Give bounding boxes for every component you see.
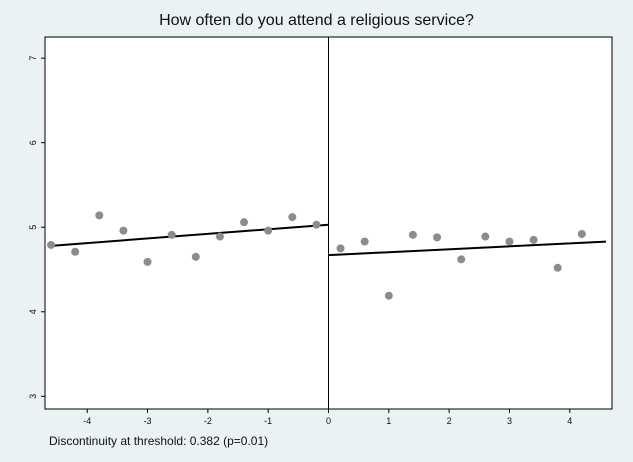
x-tick-label: 2 — [447, 416, 452, 426]
data-point — [336, 244, 345, 253]
y-axis: 3 4 5 6 7 — [28, 56, 45, 399]
data-point — [264, 226, 273, 235]
data-point — [167, 230, 176, 239]
data-point — [191, 252, 200, 261]
y-tick-label: 4 — [28, 309, 38, 314]
data-point — [360, 237, 369, 246]
fit-lines — [50, 223, 607, 257]
data-point — [408, 230, 417, 239]
data-point — [71, 247, 80, 256]
y-tick-label: 3 — [28, 394, 38, 399]
data-point — [457, 255, 466, 264]
y-tick-label: 6 — [28, 140, 38, 145]
data-point — [529, 235, 538, 244]
x-tick-label: -2 — [204, 416, 212, 426]
discontinuity-note: Discontinuity at threshold: 0.382 (p=0.0… — [49, 434, 269, 448]
data-point — [288, 213, 297, 222]
x-tick-label: 1 — [386, 416, 391, 426]
data-point — [143, 257, 152, 266]
y-tick-label: 5 — [28, 225, 38, 230]
data-point — [47, 240, 56, 249]
x-tick-label: -3 — [144, 416, 152, 426]
data-point — [215, 232, 224, 241]
data-point — [240, 218, 249, 227]
data-point — [95, 211, 104, 220]
data-point — [119, 226, 128, 235]
fit-line — [328, 240, 607, 257]
x-tick-label: -1 — [264, 416, 272, 426]
data-point — [312, 220, 321, 229]
data-point — [553, 263, 562, 272]
data-point — [384, 291, 393, 300]
x-axis: -4 -3 -2 -1 0 1 2 3 4 — [83, 409, 572, 426]
x-tick-label: -4 — [83, 416, 91, 426]
x-tick-label: 3 — [507, 416, 512, 426]
x-tick-label: 4 — [567, 416, 572, 426]
chart-title: How often do you attend a religious serv… — [159, 12, 474, 29]
data-point — [433, 233, 442, 242]
data-point — [577, 229, 586, 238]
y-tick-label: 7 — [28, 56, 38, 61]
fit-line — [50, 223, 329, 247]
data-point — [481, 232, 490, 241]
data-points — [47, 211, 586, 300]
x-tick-label: 0 — [326, 416, 331, 426]
data-point — [505, 237, 514, 246]
